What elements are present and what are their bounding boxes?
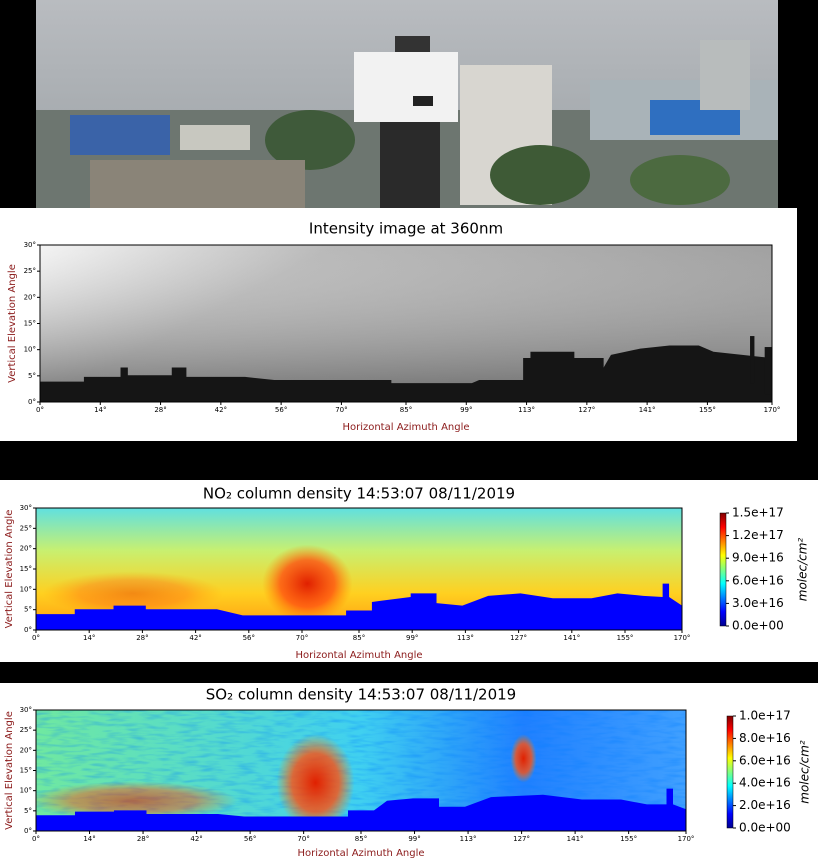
colorbar-label: molec/cm²: [796, 538, 810, 602]
x-tick-label: 56°: [275, 406, 287, 414]
y-tick-label: 5°: [28, 372, 36, 380]
chart-title: SO₂ column density 14:53:07 08/11/2019: [206, 686, 516, 704]
x-tick-label: 70°: [296, 634, 308, 642]
colorbar-label: molec/cm²: [798, 740, 812, 804]
y-tick-label: 25°: [20, 726, 32, 734]
colorbar-tick-label: 8.0e+16: [739, 731, 791, 745]
x-tick-label: 99°: [406, 634, 418, 642]
y-tick-label: 15°: [24, 320, 36, 328]
x-tick-label: 99°: [408, 835, 420, 843]
x-tick-label: 127°: [513, 835, 530, 843]
y-tick-label: 15°: [20, 767, 32, 775]
colorbar-tick-label: 6.0e+16: [739, 753, 791, 767]
colorbar: [719, 512, 727, 627]
x-tick-label: 14°: [94, 406, 106, 414]
heatmap-image: [36, 710, 686, 831]
y-axis-label: Vertical Elevation Angle: [7, 264, 18, 383]
x-tick-label: 170°: [674, 634, 691, 642]
y-tick-label: 5°: [24, 606, 32, 614]
x-tick-label: 113°: [518, 406, 535, 414]
y-tick-label: 30°: [24, 241, 36, 249]
x-tick-label: 155°: [620, 835, 637, 843]
x-tick-label: 42°: [189, 634, 201, 642]
x-tick-label: 0°: [32, 634, 40, 642]
x-tick-label: 56°: [244, 835, 256, 843]
x-axis-label: Horizontal Azimuth Angle: [295, 650, 422, 661]
x-tick-label: 141°: [567, 835, 584, 843]
y-tick-label: 10°: [20, 787, 32, 795]
heatmap-image: [40, 245, 772, 402]
x-tick-label: 0°: [36, 406, 44, 414]
x-tick-label: 56°: [243, 634, 255, 642]
y-tick-label: 0°: [24, 626, 32, 634]
x-tick-label: 42°: [190, 835, 202, 843]
y-tick-label: 5°: [24, 807, 32, 815]
x-tick-label: 99°: [460, 406, 472, 414]
y-tick-label: 10°: [20, 585, 32, 593]
x-tick-label: 155°: [699, 406, 716, 414]
colorbar-tick-label: 4.0e+16: [739, 776, 791, 790]
x-tick-label: 141°: [639, 406, 656, 414]
y-tick-label: 0°: [28, 398, 36, 406]
x-tick-label: 170°: [764, 406, 781, 414]
x-tick-label: 127°: [510, 634, 527, 642]
y-tick-label: 30°: [20, 504, 32, 512]
colorbar: [726, 715, 734, 829]
colorbar-tick-label: 0.0e+00: [739, 821, 791, 835]
charts: Intensity image at 360nm Horizontal Azimu…: [4, 220, 812, 860]
x-tick-label: 14°: [83, 634, 95, 642]
photo: [36, 0, 778, 210]
y-tick-label: 25°: [24, 267, 36, 275]
x-axis-label: Horizontal Azimuth Angle: [342, 422, 469, 433]
y-tick-label: 20°: [20, 746, 32, 754]
x-tick-label: 155°: [617, 634, 634, 642]
y-tick-label: 10°: [24, 346, 36, 354]
y-tick-label: 20°: [20, 545, 32, 553]
colorbar-tick-label: 6.0e+16: [732, 573, 784, 587]
y-axis-label: Vertical Elevation Angle: [4, 711, 15, 830]
x-tick-label: 127°: [578, 406, 595, 414]
x-tick-label: 113°: [460, 835, 477, 843]
colorbar-tick-label: 1.5e+17: [732, 506, 784, 520]
x-tick-label: 170°: [678, 835, 695, 843]
y-tick-label: 20°: [24, 293, 36, 301]
x-tick-label: 14°: [83, 835, 95, 843]
colorbar-tick-label: 2.0e+16: [739, 798, 791, 812]
colorbar-tick-label: 0.0e+00: [732, 619, 784, 633]
x-tick-label: 85°: [355, 835, 367, 843]
colorbar-tick-label: 9.0e+16: [732, 551, 784, 565]
heatmap-image: [36, 508, 682, 630]
chart-title: Intensity image at 360nm: [309, 220, 503, 238]
x-tick-label: 42°: [215, 406, 227, 414]
x-tick-label: 113°: [457, 634, 474, 642]
y-tick-label: 30°: [20, 706, 32, 714]
colorbar-tick-label: 1.2e+17: [732, 528, 784, 542]
x-tick-label: 85°: [353, 634, 365, 642]
colorbar-tick-label: 1.0e+17: [739, 709, 791, 723]
x-tick-label: 70°: [335, 406, 347, 414]
y-axis-label: Vertical Elevation Angle: [4, 510, 15, 629]
x-tick-label: 141°: [563, 634, 580, 642]
x-tick-label: 28°: [137, 835, 149, 843]
x-tick-label: 28°: [154, 406, 166, 414]
y-tick-label: 0°: [24, 827, 32, 835]
y-tick-label: 25°: [20, 524, 32, 532]
x-tick-label: 28°: [136, 634, 148, 642]
colorbar-tick-label: 3.0e+16: [732, 596, 784, 610]
x-tick-label: 70°: [297, 835, 309, 843]
chart-title: NO₂ column density 14:53:07 08/11/2019: [203, 485, 515, 503]
y-tick-label: 15°: [20, 565, 32, 573]
x-axis-label: Horizontal Azimuth Angle: [297, 848, 424, 859]
x-tick-label: 85°: [400, 406, 412, 414]
x-tick-label: 0°: [32, 835, 40, 843]
